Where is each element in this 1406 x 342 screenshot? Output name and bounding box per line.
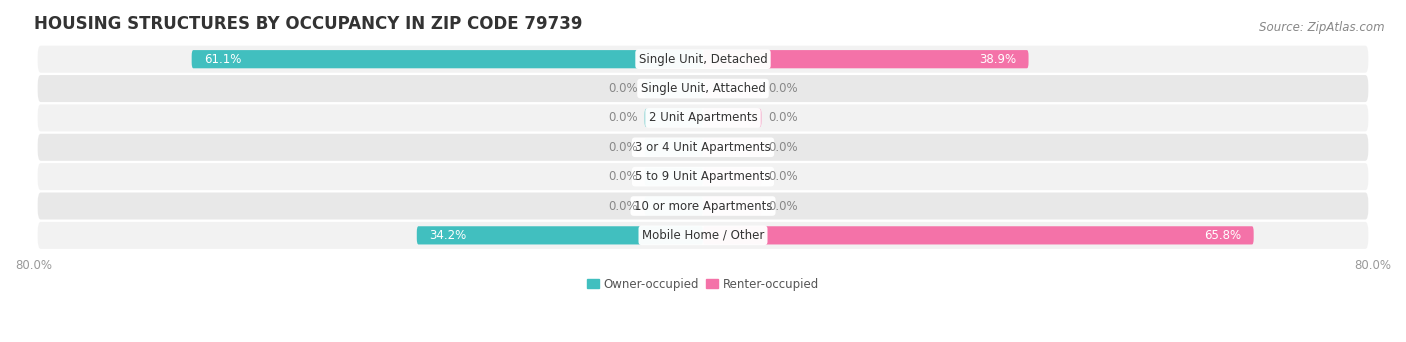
Text: 5 to 9 Unit Apartments: 5 to 9 Unit Apartments xyxy=(636,170,770,183)
FancyBboxPatch shape xyxy=(644,109,703,127)
Legend: Owner-occupied, Renter-occupied: Owner-occupied, Renter-occupied xyxy=(582,273,824,296)
Text: Source: ZipAtlas.com: Source: ZipAtlas.com xyxy=(1260,21,1385,34)
FancyBboxPatch shape xyxy=(38,222,1368,249)
FancyBboxPatch shape xyxy=(703,226,1254,245)
Text: 0.0%: 0.0% xyxy=(609,170,638,183)
FancyBboxPatch shape xyxy=(416,226,703,245)
Text: 2 Unit Apartments: 2 Unit Apartments xyxy=(648,111,758,124)
Text: Mobile Home / Other: Mobile Home / Other xyxy=(641,229,765,242)
FancyBboxPatch shape xyxy=(38,134,1368,161)
Text: 0.0%: 0.0% xyxy=(768,141,797,154)
Text: 0.0%: 0.0% xyxy=(609,141,638,154)
Text: 61.1%: 61.1% xyxy=(204,53,242,66)
Text: 0.0%: 0.0% xyxy=(768,111,797,124)
Text: Single Unit, Attached: Single Unit, Attached xyxy=(641,82,765,95)
Text: 0.0%: 0.0% xyxy=(768,82,797,95)
Text: 10 or more Apartments: 10 or more Apartments xyxy=(634,199,772,212)
Text: Single Unit, Detached: Single Unit, Detached xyxy=(638,53,768,66)
Text: HOUSING STRUCTURES BY OCCUPANCY IN ZIP CODE 79739: HOUSING STRUCTURES BY OCCUPANCY IN ZIP C… xyxy=(34,15,582,33)
Text: 38.9%: 38.9% xyxy=(979,53,1017,66)
FancyBboxPatch shape xyxy=(703,79,762,98)
FancyBboxPatch shape xyxy=(703,50,1029,68)
Text: 65.8%: 65.8% xyxy=(1204,229,1241,242)
Text: 0.0%: 0.0% xyxy=(609,111,638,124)
FancyBboxPatch shape xyxy=(38,75,1368,102)
FancyBboxPatch shape xyxy=(644,79,703,98)
FancyBboxPatch shape xyxy=(191,50,703,68)
Text: 0.0%: 0.0% xyxy=(768,170,797,183)
FancyBboxPatch shape xyxy=(644,197,703,215)
Text: 0.0%: 0.0% xyxy=(768,199,797,212)
FancyBboxPatch shape xyxy=(644,168,703,186)
FancyBboxPatch shape xyxy=(38,163,1368,190)
FancyBboxPatch shape xyxy=(703,168,762,186)
FancyBboxPatch shape xyxy=(703,138,762,156)
FancyBboxPatch shape xyxy=(38,104,1368,131)
FancyBboxPatch shape xyxy=(644,138,703,156)
Text: 0.0%: 0.0% xyxy=(609,199,638,212)
Text: 34.2%: 34.2% xyxy=(429,229,467,242)
FancyBboxPatch shape xyxy=(703,109,762,127)
Text: 3 or 4 Unit Apartments: 3 or 4 Unit Apartments xyxy=(636,141,770,154)
FancyBboxPatch shape xyxy=(38,193,1368,220)
FancyBboxPatch shape xyxy=(38,46,1368,73)
Text: 0.0%: 0.0% xyxy=(609,82,638,95)
FancyBboxPatch shape xyxy=(703,197,762,215)
